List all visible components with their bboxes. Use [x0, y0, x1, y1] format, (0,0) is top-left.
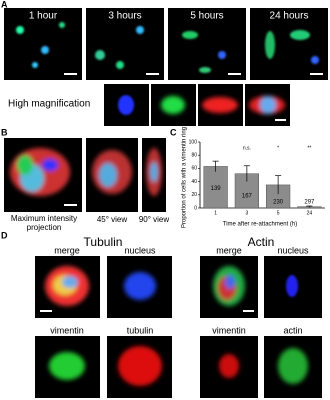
- micrograph-row: [4, 8, 328, 80]
- y-tick-label: 60: [191, 166, 197, 172]
- y-tick-label: 20: [191, 192, 197, 198]
- time-label: 5 hours: [190, 11, 223, 22]
- x-tick-label: 1: [214, 210, 217, 216]
- y-tick-label: 80: [191, 153, 197, 159]
- view-label: Maximum intensity projection: [10, 214, 78, 232]
- panel-label: D: [1, 230, 8, 240]
- image-label: vimentin: [212, 325, 246, 335]
- image-label: merge: [216, 245, 242, 255]
- sample-size: 230: [273, 200, 284, 206]
- section-title: Actin: [248, 235, 275, 249]
- high-mag-row: [104, 84, 290, 126]
- image-label: actin: [283, 325, 302, 335]
- image-label: vimentin: [50, 325, 84, 335]
- x-tick-label: 3: [245, 210, 248, 216]
- significance: **: [307, 145, 311, 151]
- y-tick-label: 100: [189, 139, 198, 145]
- time-label: 3 hours: [108, 11, 141, 22]
- sample-size: 297: [304, 200, 315, 206]
- x-tick-label: 5: [277, 210, 280, 216]
- y-axis-label: Proportion of cells with a vimentin ring…: [182, 116, 188, 228]
- sample-size: 167: [242, 193, 253, 199]
- panel-label: B: [1, 127, 8, 137]
- time-label: 24 hours: [270, 11, 309, 22]
- tubulin-images: [35, 256, 172, 398]
- actin-images: [200, 256, 322, 398]
- y-tick-label: 40: [191, 179, 197, 185]
- image-label: tubulin: [127, 325, 154, 335]
- 3d-views: [4, 138, 166, 212]
- x-tick-label: 24: [307, 210, 313, 216]
- x-axis-label: Time after re-attachment (h): [223, 222, 297, 228]
- section-title: Tubulin: [84, 235, 123, 249]
- row-label: High magnification: [8, 99, 90, 110]
- image-label: merge: [54, 245, 80, 255]
- significance: *: [277, 145, 279, 151]
- y-tick-label: 0: [194, 205, 197, 211]
- significance: n.s.: [243, 145, 251, 151]
- panel-label: C: [170, 127, 177, 137]
- image-label: nucleus: [277, 245, 309, 255]
- panel-label: A: [1, 0, 8, 9]
- view-label: 45° view: [97, 215, 128, 224]
- sample-size: 139: [211, 186, 222, 192]
- image-label: nucleus: [124, 245, 156, 255]
- view-label: 90° view: [139, 215, 170, 224]
- time-label: 1 hour: [29, 11, 58, 22]
